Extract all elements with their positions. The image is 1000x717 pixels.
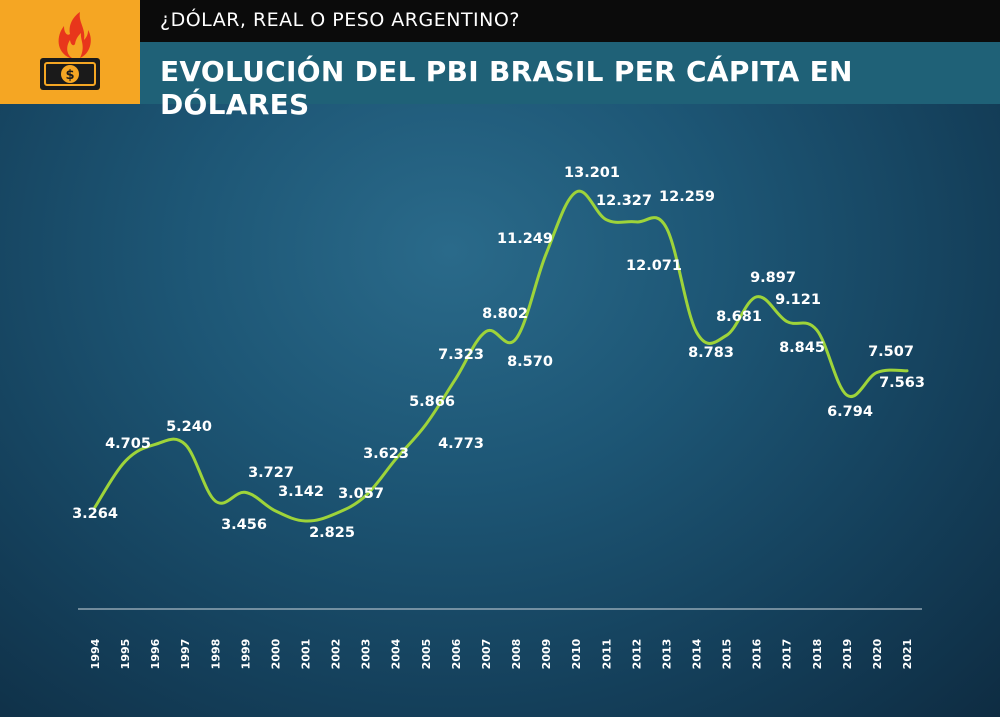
x-tick-label: 1996 bbox=[149, 638, 162, 669]
x-tick-label: 1999 bbox=[239, 639, 252, 670]
data-label: 5.240 bbox=[166, 419, 212, 435]
x-tick-label: 2000 bbox=[269, 638, 282, 669]
page-subtitle: ¿DÓLAR, REAL O PESO ARGENTINO? bbox=[160, 9, 520, 31]
data-label: 12.071 bbox=[626, 258, 682, 274]
data-label: 7.563 bbox=[879, 375, 925, 391]
data-label: 8.845 bbox=[779, 340, 825, 356]
x-tick-label: 2018 bbox=[811, 639, 824, 670]
x-tick-label: 1994 bbox=[89, 638, 102, 669]
data-label: 13.201 bbox=[564, 165, 620, 181]
x-tick-label: 2019 bbox=[841, 639, 854, 670]
x-tick-label: 1995 bbox=[119, 639, 132, 670]
flaming-dollar-bill-icon: $ bbox=[40, 12, 100, 90]
x-tick-label: 2003 bbox=[360, 639, 373, 670]
data-label: 6.794 bbox=[827, 404, 873, 420]
data-label: 3.142 bbox=[278, 484, 324, 500]
data-label: 4.773 bbox=[438, 436, 484, 452]
x-tick-label: 2004 bbox=[390, 638, 403, 669]
series-line bbox=[93, 189, 909, 523]
x-tick-label: 1998 bbox=[209, 639, 222, 670]
x-tick-labels: 1994 1995 1996 1997 1998 1999 2000 2001 2002 2003… bbox=[89, 638, 914, 669]
data-label: 3.623 bbox=[363, 446, 409, 462]
data-label: 2.825 bbox=[309, 525, 355, 541]
x-tick-label: 2015 bbox=[721, 639, 734, 670]
x-tick-label: 2008 bbox=[510, 639, 523, 670]
x-tick-label: 2002 bbox=[330, 639, 343, 670]
data-labels: 3.264 4.705 5.240 3.456 3.727 3.142 2.825 3.057… bbox=[72, 165, 925, 541]
x-tick-label: 2011 bbox=[600, 639, 613, 670]
top-banner: ¿DÓLAR, REAL O PESO ARGENTINO? bbox=[0, 0, 1000, 42]
x-tick-label: 2006 bbox=[450, 638, 463, 669]
data-label: 8.783 bbox=[688, 345, 734, 361]
x-tick-label: 1997 bbox=[179, 639, 192, 670]
data-label: 3.057 bbox=[338, 486, 384, 502]
data-label: 8.570 bbox=[507, 354, 553, 370]
x-tick-label: 2001 bbox=[300, 639, 313, 670]
data-label: 3.456 bbox=[221, 517, 267, 533]
x-tick-label: 2012 bbox=[630, 639, 643, 670]
title-banner bbox=[140, 42, 1000, 104]
x-tick-label: 2021 bbox=[901, 639, 914, 670]
x-tick-label: 2005 bbox=[420, 639, 433, 670]
x-tick-label: 2020 bbox=[871, 638, 884, 669]
logo: $ bbox=[0, 0, 140, 104]
x-tick-label: 2016 bbox=[751, 638, 764, 669]
data-label: 9.897 bbox=[750, 270, 796, 286]
x-tick-label: 2014 bbox=[690, 638, 703, 669]
x-tick-label: 2017 bbox=[781, 639, 794, 670]
data-label: 9.121 bbox=[775, 292, 821, 308]
chart-title: EVOLUCIÓN DEL PBI BRASIL PER CÁPITA EN D… bbox=[160, 55, 853, 121]
data-label: 8.681 bbox=[716, 309, 762, 325]
data-label: 4.705 bbox=[105, 436, 151, 452]
x-tick-label: 2009 bbox=[540, 639, 553, 670]
x-tick-label: 2013 bbox=[660, 639, 673, 670]
data-label: 7.323 bbox=[438, 347, 484, 363]
data-label: 12.259 bbox=[659, 189, 715, 205]
data-label: 3.264 bbox=[72, 506, 118, 522]
data-label: 3.727 bbox=[248, 465, 294, 481]
x-tick-label: 2010 bbox=[570, 638, 583, 669]
x-tick-label: 2007 bbox=[480, 639, 493, 670]
svg-text:$: $ bbox=[65, 68, 74, 83]
data-label: 7.507 bbox=[868, 344, 914, 360]
data-label: 12.327 bbox=[596, 193, 652, 209]
data-label: 11.249 bbox=[497, 231, 553, 247]
data-label: 5.866 bbox=[409, 394, 455, 410]
data-label: 8.802 bbox=[482, 306, 528, 322]
